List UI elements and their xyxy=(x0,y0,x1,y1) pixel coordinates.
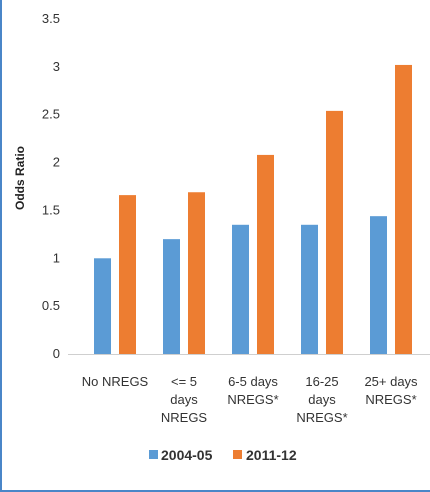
category-label: NREGS* xyxy=(227,392,278,407)
y-tick-label: 2.5 xyxy=(42,107,60,122)
y-tick-label: 0 xyxy=(53,346,60,361)
y-tick-labels: 0 0.5 1 1.5 2 2.5 3 3.5 xyxy=(42,11,60,361)
category-label: NREGS* xyxy=(296,410,347,425)
bar-2004-05-2 xyxy=(232,225,249,354)
category-label: <= 5 xyxy=(171,374,197,389)
y-tick-label: 1.5 xyxy=(42,202,60,217)
category-label: NREGS* xyxy=(365,392,416,407)
y-tick-label: 0.5 xyxy=(42,298,60,313)
bar-2011-12-4 xyxy=(395,65,412,354)
legend-swatch-2011-12 xyxy=(233,450,242,459)
category-label: 6-5 days xyxy=(228,374,278,389)
bar-2011-12-0 xyxy=(119,195,136,354)
bar-2011-12-1 xyxy=(188,192,205,354)
category-label: NREGS xyxy=(161,410,208,425)
bar-2011-12-3 xyxy=(326,111,343,354)
category-label: 25+ days xyxy=(364,374,418,389)
category-label: days xyxy=(308,392,336,407)
y-tick-label: 3.5 xyxy=(42,11,60,26)
y-axis-label: Odds Ratio xyxy=(13,146,27,210)
bar-2011-12-2 xyxy=(257,155,274,354)
legend-label: 2004-05 xyxy=(161,447,213,463)
bars xyxy=(94,65,412,354)
category-label: 16-25 xyxy=(305,374,338,389)
category-label: No NREGS xyxy=(82,374,149,389)
legend-swatch-2004-05 xyxy=(149,450,158,459)
y-tick-label: 3 xyxy=(53,59,60,74)
category-labels: No NREGS <= 5 days NREGS 6-5 days NREGS* 16-25… xyxy=(82,374,418,425)
bar-2004-05-3 xyxy=(301,225,318,354)
y-tick-label: 1 xyxy=(53,250,60,265)
legend-label: 2011-12 xyxy=(246,447,297,463)
bar-2004-05-1 xyxy=(163,239,180,354)
bar-2004-05-0 xyxy=(94,258,111,354)
y-tick-label: 2 xyxy=(53,155,60,170)
bar-2004-05-4 xyxy=(370,216,387,354)
category-label: days xyxy=(170,392,198,407)
legend: 2004-05 2011-12 xyxy=(149,447,297,463)
